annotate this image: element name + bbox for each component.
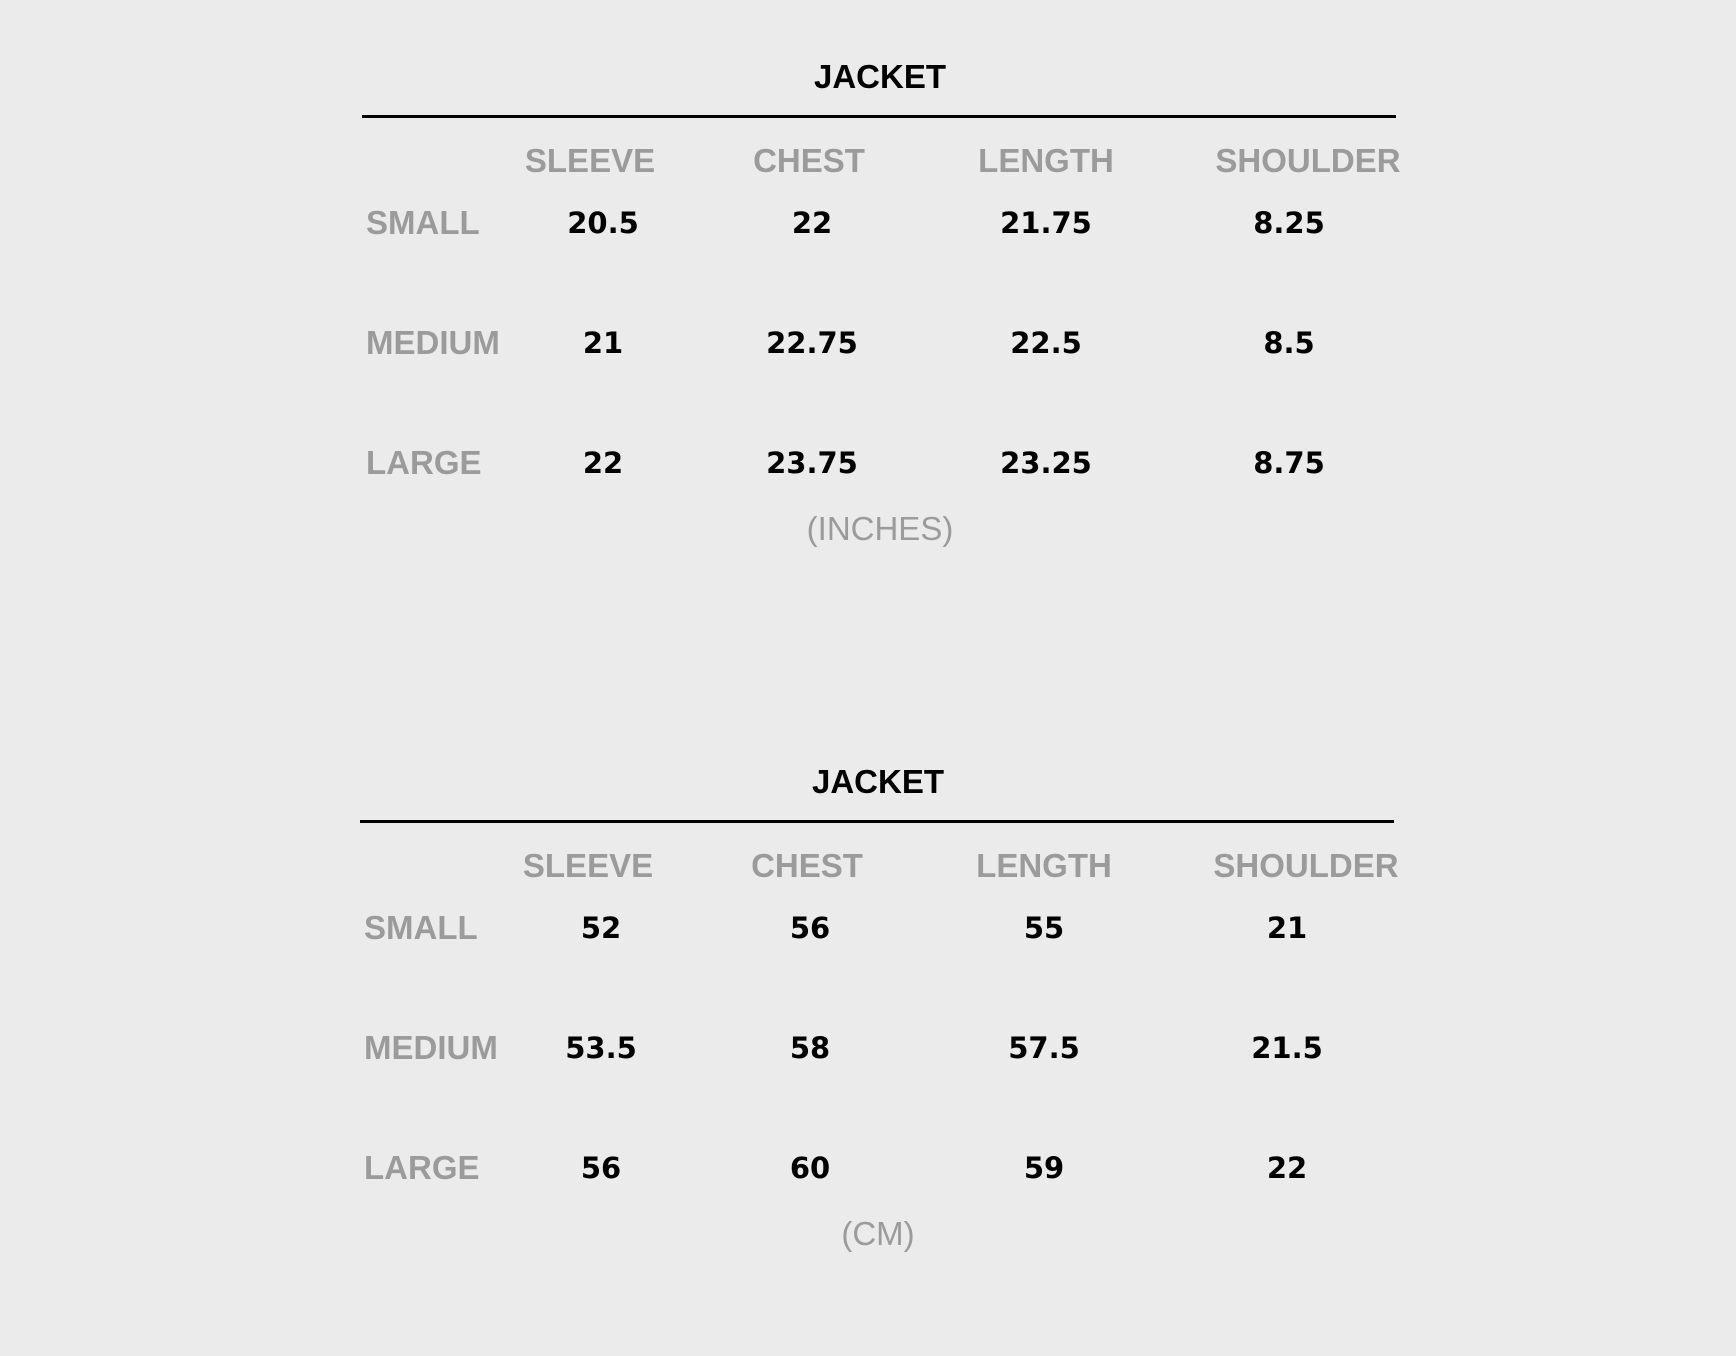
title-divider <box>360 820 1394 823</box>
column-header-sleeve: SLEEVE <box>522 847 654 884</box>
cell-small-length: 21.75 <box>1000 206 1092 240</box>
cell-small-length: 55 <box>1023 911 1065 945</box>
cell-large-sleeve: 22 <box>582 446 624 480</box>
cell-large-chest: 23.75 <box>766 446 858 480</box>
unit-label: (CM) <box>841 1215 915 1252</box>
cell-medium-sleeve: 53.5 <box>565 1031 637 1065</box>
cell-medium-shoulder: 8.5 <box>1263 326 1315 360</box>
cell-small-chest: 56 <box>789 911 831 945</box>
cell-small-shoulder: 21 <box>1266 911 1308 945</box>
column-header-sleeve: SLEEVE <box>524 142 656 179</box>
cell-large-length: 23.25 <box>1000 446 1092 480</box>
column-header-shoulder: SHOULDER <box>1213 847 1399 884</box>
cell-medium-sleeve: 21 <box>582 326 624 360</box>
title-divider <box>362 115 1396 118</box>
row-label-large: LARGE <box>364 1149 480 1186</box>
row-label-small: SMALL <box>366 204 480 241</box>
cell-medium-length: 22.5 <box>1010 326 1082 360</box>
column-header-shoulder: SHOULDER <box>1215 142 1401 179</box>
cell-large-sleeve: 56 <box>580 1151 622 1185</box>
column-header-chest: CHEST <box>751 847 863 884</box>
cell-small-chest: 22 <box>791 206 833 240</box>
cell-medium-chest: 58 <box>789 1031 831 1065</box>
cell-medium-chest: 22.75 <box>766 326 858 360</box>
cell-large-shoulder: 8.75 <box>1253 446 1325 480</box>
cell-large-chest: 60 <box>789 1151 831 1185</box>
cell-large-shoulder: 22 <box>1266 1151 1308 1185</box>
row-label-medium: MEDIUM <box>366 324 500 361</box>
table-title: JACKET <box>811 763 945 800</box>
column-header-length: LENGTH <box>978 142 1114 179</box>
cell-small-sleeve: 20.5 <box>567 206 639 240</box>
row-label-medium: MEDIUM <box>364 1029 498 1066</box>
table-title: JACKET <box>813 58 947 95</box>
column-header-length: LENGTH <box>976 847 1112 884</box>
cell-large-length: 59 <box>1023 1151 1065 1185</box>
row-label-large: LARGE <box>366 444 482 481</box>
cell-small-sleeve: 52 <box>580 911 622 945</box>
unit-label: (INCHES) <box>806 510 954 547</box>
column-header-chest: CHEST <box>753 142 865 179</box>
cell-medium-shoulder: 21.5 <box>1251 1031 1323 1065</box>
cell-small-shoulder: 8.25 <box>1253 206 1325 240</box>
cell-medium-length: 57.5 <box>1008 1031 1080 1065</box>
row-label-small: SMALL <box>364 909 478 946</box>
